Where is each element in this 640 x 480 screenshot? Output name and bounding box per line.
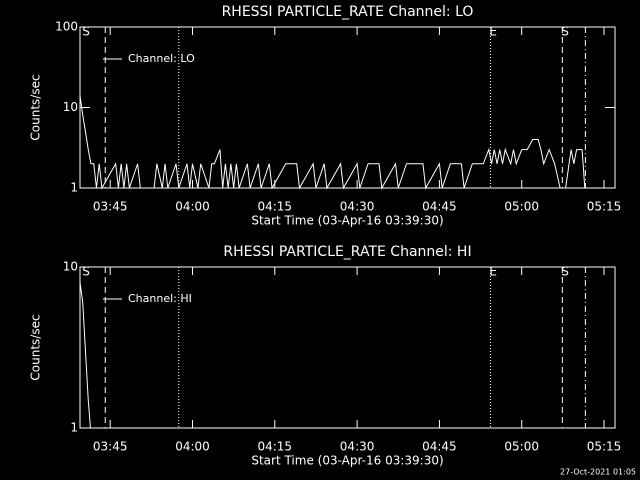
y-axis-label: Counts/sec — [29, 314, 43, 380]
x-tick-label: 05:15 — [587, 200, 622, 214]
event-marker: E — [489, 25, 497, 39]
y-tick-label: 100 — [55, 20, 78, 34]
x-tick-label: 04:45 — [422, 200, 457, 214]
x-tick-label: 03:45 — [93, 200, 128, 214]
data-line — [79, 282, 91, 429]
chart-title: RHESSI PARTICLE_RATE Channel: LO — [222, 4, 474, 20]
y-tick-label: 10 — [63, 260, 78, 274]
event-marker: S — [561, 25, 569, 39]
y-tick-label: 1 — [70, 181, 78, 195]
x-tick-label: 04:00 — [175, 440, 210, 454]
x-tick-label: 04:00 — [175, 200, 210, 214]
y-tick-label: 1 — [70, 421, 78, 435]
x-axis-label: Start Time (03-Apr-16 03:39:30) — [251, 214, 443, 228]
footer-date: 27-Oct-2021 01:05 — [560, 468, 636, 477]
x-tick-label: 04:45 — [422, 440, 457, 454]
x-tick-label: 03:45 — [93, 440, 128, 454]
x-tick-label: 05:00 — [504, 440, 539, 454]
plot-frame — [79, 266, 616, 429]
x-tick-label: 04:30 — [340, 200, 375, 214]
legend-label: Channel: HI — [128, 292, 192, 305]
x-tick-label: 05:15 — [587, 440, 622, 454]
x-tick-label: 05:00 — [504, 200, 539, 214]
y-tick-label: 10 — [63, 100, 78, 114]
x-tick-label: 04:15 — [257, 200, 292, 214]
chart-title: RHESSI PARTICLE_RATE Channel: HI — [223, 244, 471, 260]
event-marker: E — [489, 265, 497, 279]
legend-label: Channel: LO — [128, 52, 195, 65]
x-axis-label: Start Time (03-Apr-16 03:39:30) — [251, 454, 443, 468]
event-marker: S — [561, 265, 569, 279]
x-tick-label: 04:15 — [257, 440, 292, 454]
y-axis-label: Counts/sec — [29, 74, 43, 140]
x-tick-label: 04:30 — [340, 440, 375, 454]
event-marker: S — [82, 265, 90, 279]
data-line — [79, 95, 588, 190]
event-marker: S — [82, 25, 90, 39]
